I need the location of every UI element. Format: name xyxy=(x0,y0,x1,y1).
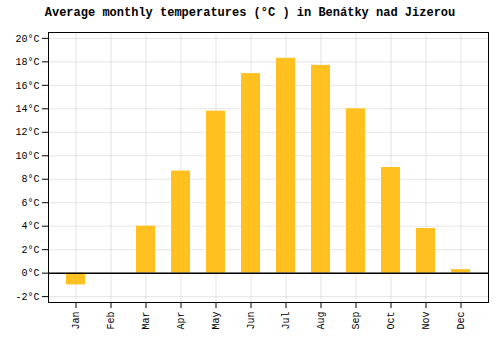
svg-text:18°C: 18°C xyxy=(15,57,39,68)
svg-text:Aug: Aug xyxy=(316,312,327,330)
svg-text:Sep: Sep xyxy=(351,312,362,330)
svg-text:6°C: 6°C xyxy=(21,198,39,209)
svg-text:Mar: Mar xyxy=(141,312,152,330)
svg-text:8°C: 8°C xyxy=(21,174,39,185)
svg-text:0°C: 0°C xyxy=(21,268,39,279)
svg-text:Apr: Apr xyxy=(176,312,187,330)
svg-text:Nov: Nov xyxy=(421,312,432,330)
svg-text:May: May xyxy=(211,312,222,330)
svg-text:20°C: 20°C xyxy=(15,34,39,45)
svg-text:Oct: Oct xyxy=(386,312,397,330)
html-text:Average monthly temperatures (: Average monthly temperatures (°C ) in Be… xyxy=(44,6,456,20)
svg-text:14°C: 14°C xyxy=(15,104,39,115)
svg-text:16°C: 16°C xyxy=(15,81,39,92)
svg-text:Jun: Jun xyxy=(246,312,257,330)
svg-text:12°C: 12°C xyxy=(15,127,39,138)
svg-text:4°C: 4°C xyxy=(21,221,39,232)
svg-text:-2°C: -2°C xyxy=(15,292,39,303)
svg-text:Dec: Dec xyxy=(456,312,467,330)
svg-text:Jan: Jan xyxy=(71,312,82,330)
svg-text:10°C: 10°C xyxy=(15,151,39,162)
svg-text:Feb: Feb xyxy=(106,312,117,330)
svg-text:Jul: Jul xyxy=(281,312,292,330)
svg-text:2°C: 2°C xyxy=(21,245,39,256)
